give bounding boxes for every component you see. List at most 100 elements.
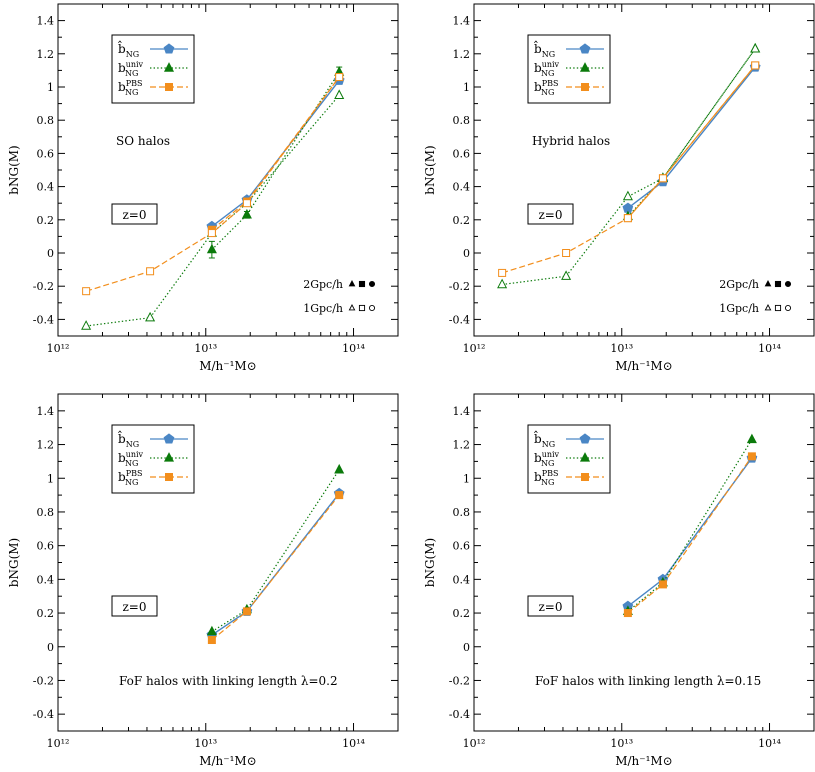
y-tick-label: -0.2	[33, 674, 54, 687]
y-tick-label: -0.4	[33, 313, 54, 326]
legend-box	[527, 424, 611, 494]
y-tick-label: 1.4	[37, 15, 55, 28]
redshift-label: z=0	[538, 208, 562, 222]
legend-marker-hat	[163, 43, 175, 54]
resolution-label: 2Gpc/h	[719, 278, 759, 291]
x-tick-label: 10¹⁴	[342, 342, 365, 355]
y-tick-label: 1.2	[37, 48, 55, 61]
open-triangle-icon	[764, 304, 772, 311]
x-axis-label: M/h⁻¹M⊙	[199, 754, 257, 768]
x-tick-label: 10¹²	[47, 737, 70, 750]
y-tick-label: -0.2	[449, 280, 470, 293]
y-tick-label: 0.2	[37, 214, 55, 227]
x-tick-label: 10¹²	[463, 737, 486, 750]
series-line-pbs	[211, 76, 340, 231]
y-tick-label: 0.8	[453, 506, 471, 519]
y-tick-label: 0	[47, 247, 54, 260]
data-point-pbs	[562, 249, 571, 257]
x-tick-label: 10¹⁴	[342, 737, 365, 750]
legend-marker-hat	[163, 433, 175, 444]
legend-label-pbs: bPBS NG	[534, 469, 558, 487]
y-axis-label: bNG(M)	[423, 538, 437, 587]
data-point-pbs	[658, 174, 667, 183]
y-axis-label: bNG(M)	[7, 145, 21, 194]
x-tick-label: 10¹³	[194, 737, 217, 750]
legend-label-pbs: bPBS NG	[118, 79, 142, 97]
filled-square-icon	[358, 280, 366, 288]
legend-label-pbs: bPBS NG	[118, 469, 142, 487]
legend-label-hat: b̂NG	[534, 429, 555, 449]
redshift-label: z=0	[122, 208, 146, 222]
y-tick-label: 0.2	[453, 214, 471, 227]
open-circle-icon	[784, 304, 792, 312]
data-point-univ	[334, 463, 345, 474]
x-tick-label: 10¹⁴	[758, 737, 781, 750]
data-point-pbs	[751, 61, 760, 70]
x-tick-label: 10¹³	[194, 342, 217, 355]
y-tick-label: 0.6	[453, 147, 471, 160]
filled-triangle-icon	[348, 280, 356, 287]
redshift-label: z=0	[538, 600, 562, 614]
legend-marker-pbs	[165, 473, 173, 481]
y-tick-label: 1.4	[37, 405, 55, 418]
open-circle-icon	[368, 304, 376, 312]
y-tick-label: 1.2	[453, 439, 471, 452]
data-point-univ	[497, 278, 508, 289]
halo-type-label: FoF halos with linking length λ=0.15	[535, 674, 761, 688]
y-tick-label: 0	[47, 641, 54, 654]
filled-circle-icon	[368, 280, 376, 288]
y-tick-label: 0.6	[37, 540, 55, 553]
filled-circle-icon	[784, 280, 792, 288]
plot-frame	[57, 3, 399, 337]
series-line-pbs	[627, 455, 753, 614]
y-tick-label: 1.2	[37, 439, 55, 452]
series-line-univ	[627, 439, 753, 612]
legend-marker-univ	[579, 452, 591, 462]
y-tick-label: 0.8	[37, 114, 55, 127]
data-point-univ	[206, 243, 217, 254]
series-line-pbs	[85, 76, 340, 292]
y-tick-label: -0.2	[449, 674, 470, 687]
panel-so: -0.4 -0.2 0 0.2 0.4 0.6 0.8 1 1.2 1.4 10¹² 10¹³ 10¹⁴…	[7, 3, 399, 373]
data-point-univ	[746, 433, 757, 444]
data-point-pbs	[207, 636, 216, 645]
data-point-univ	[206, 625, 217, 636]
data-point-univ	[561, 270, 572, 280]
data-point-pbs	[335, 73, 344, 82]
y-tick-label: -0.2	[33, 280, 54, 293]
y-tick-label: 1.4	[453, 15, 471, 28]
halo-type-label: SO halos	[116, 134, 170, 148]
y-tick-label: 0.8	[453, 114, 471, 127]
legend-box	[111, 424, 195, 494]
resolution-label: 1Gpc/h	[719, 302, 759, 315]
data-point-univ	[750, 42, 761, 53]
data-point-univ	[622, 190, 633, 201]
series-line-univ	[211, 469, 340, 633]
data-point-pbs	[82, 287, 91, 296]
x-axis-label: M/h⁻¹M⊙	[199, 359, 257, 373]
y-tick-label: 0.8	[37, 506, 55, 519]
legend-box	[111, 34, 195, 104]
y-tick-label: 1.2	[453, 48, 471, 61]
y-tick-label: 0.4	[37, 181, 55, 194]
y-tick-label: 0.2	[37, 607, 55, 620]
series-line-univ	[211, 71, 340, 251]
y-tick-label: -0.4	[449, 313, 470, 326]
legend-label-pbs: bPBS NG	[534, 79, 558, 97]
series-line-univ	[627, 48, 756, 217]
data-point-pbs	[658, 580, 667, 589]
y-tick-label: 1	[463, 81, 470, 94]
redshift-box	[111, 595, 158, 617]
legend-label-univ: buniv NG	[118, 60, 144, 78]
data-point-pbs	[242, 199, 251, 208]
y-tick-label: 0.6	[453, 540, 471, 553]
legend-marker-hat	[579, 43, 591, 54]
panel-hybrid: -0.4 -0.2 0 0.2 0.4 0.6 0.8 1 1.2 1.4 10¹² 10¹³ 10¹⁴…	[423, 3, 815, 373]
legend-marker-pbs	[581, 473, 589, 481]
panel-fof015: -0.4 -0.2 0 0.2 0.4 0.6 0.8 1 1.2 1.4 10¹² 10¹³ 10¹⁴…	[423, 393, 815, 768]
data-point-univ	[81, 320, 92, 330]
open-triangle-icon	[348, 304, 356, 311]
legend-marker-hat	[579, 433, 591, 444]
x-tick-label: 10¹⁴	[758, 342, 781, 355]
